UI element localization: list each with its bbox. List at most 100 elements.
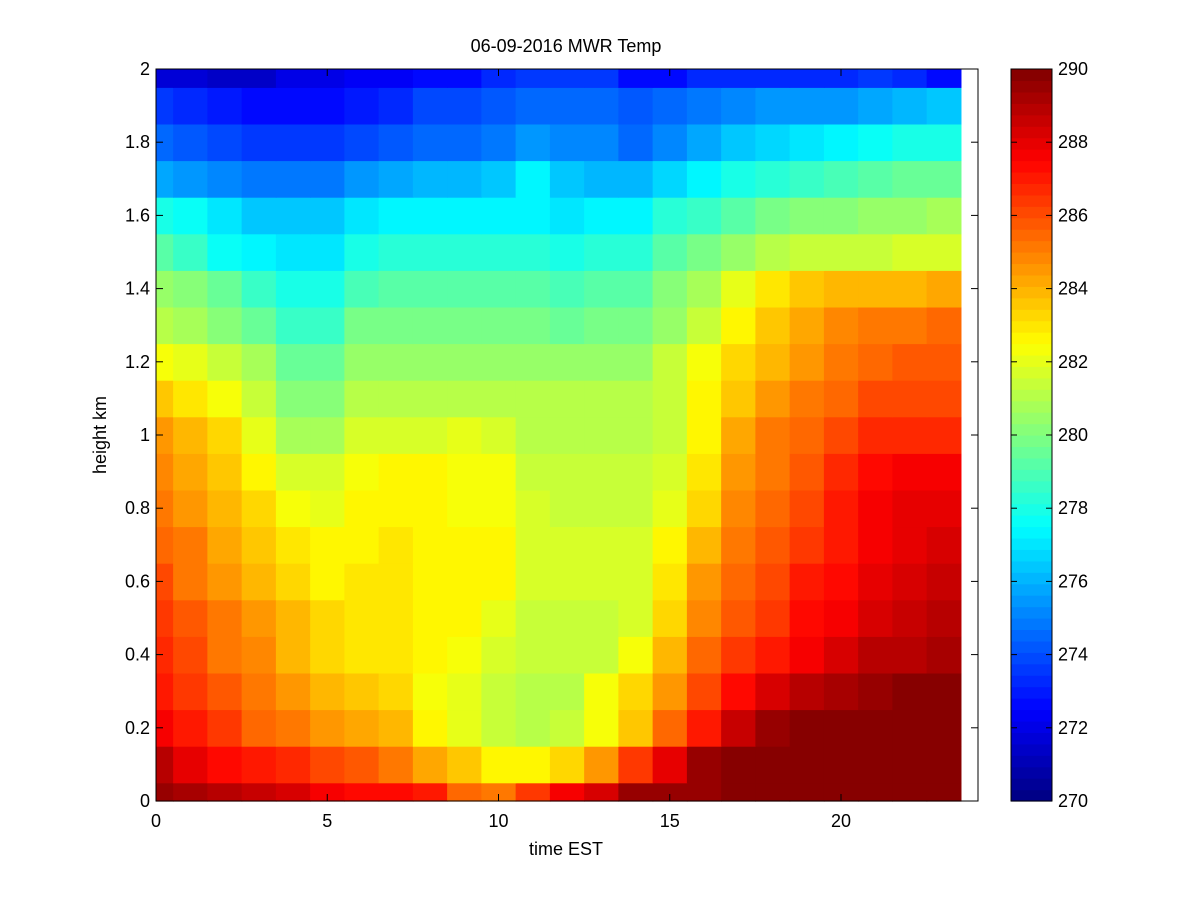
heatmap-cell: [755, 343, 791, 381]
y-tick-label: 0: [140, 791, 150, 811]
colorbar-band: [1011, 503, 1052, 516]
heatmap-cell: [310, 87, 345, 125]
x-axis-ticks: 0 5 10 15 20: [151, 69, 851, 831]
heatmap-cell: [344, 87, 380, 125]
heatmap-cell: [207, 343, 243, 381]
y-tick-label: 0.2: [125, 718, 150, 738]
heatmap-cell: [823, 69, 859, 88]
heatmap-cell: [515, 526, 551, 564]
y-tick-label: 0.6: [125, 571, 150, 591]
heatmap-cell: [156, 636, 174, 674]
colorbar-band: [1011, 435, 1052, 448]
heatmap-cell: [378, 69, 414, 88]
heatmap-cell: [481, 746, 517, 784]
heatmap-cell: [173, 343, 208, 381]
heatmap-cell: [447, 709, 482, 747]
heatmap-cell: [549, 599, 585, 637]
colorbar-band: [1011, 103, 1052, 116]
colorbar-band: [1011, 720, 1052, 733]
heatmap-cell: [447, 489, 482, 528]
colorbar-band: [1011, 80, 1052, 93]
heatmap-cell: [481, 380, 517, 418]
heatmap-cell: [241, 563, 277, 601]
heatmap-cell: [412, 709, 448, 747]
heatmap-cell: [310, 782, 345, 802]
heatmap-cell: [412, 69, 448, 88]
colorbar-band: [1011, 492, 1052, 505]
heatmap-cell: [447, 636, 482, 674]
heatmap-cell: [926, 123, 962, 162]
heatmap-cell: [412, 563, 448, 601]
heatmap-cell: [447, 87, 482, 125]
colorbar-band: [1011, 755, 1052, 768]
colorbar-band: [1011, 366, 1052, 379]
heatmap-cell: [378, 123, 414, 162]
heatmap-cell: [652, 343, 688, 381]
heatmap-cell: [241, 746, 277, 784]
heatmap-cell: [686, 599, 722, 637]
heatmap-cell: [652, 489, 688, 528]
colorbar-band: [1011, 446, 1052, 459]
heatmap-cell: [275, 416, 311, 454]
heatmap-cell: [156, 526, 174, 564]
heatmap-cell: [481, 306, 517, 345]
colorbar-tick-label: 270: [1058, 791, 1088, 811]
heatmap-cell: [481, 270, 517, 308]
heatmap-cell: [241, 636, 277, 674]
heatmap-cell: [789, 87, 825, 125]
heatmap-cell: [378, 416, 414, 454]
heatmap-cell: [207, 636, 243, 674]
y-tick-label: 1.2: [125, 352, 150, 372]
heatmap-cell: [344, 746, 380, 784]
heatmap-cell: [789, 746, 825, 784]
heatmap-cell: [378, 453, 414, 491]
heatmap-cell: [207, 489, 243, 528]
heatmap-cell: [207, 87, 243, 125]
heatmap-cell: [515, 563, 551, 601]
heatmap-cell: [447, 197, 482, 235]
heatmap-cell: [858, 197, 893, 235]
heatmap-cell: [173, 636, 208, 674]
heatmap-cell: [858, 416, 893, 454]
heatmap-cell: [275, 672, 311, 711]
heatmap-cell: [858, 87, 893, 125]
heatmap-cell: [447, 160, 482, 198]
heatmap-cell: [652, 87, 688, 125]
heatmap-cell: [173, 489, 208, 528]
heatmap-cell: [721, 69, 756, 88]
heatmap-cell: [344, 709, 380, 747]
heatmap-cell: [721, 123, 756, 162]
heatmap-cell: [156, 380, 174, 418]
heatmap-cell: [447, 123, 482, 162]
heatmap-cell: [686, 526, 722, 564]
heatmap-cell: [618, 782, 654, 802]
heatmap-cell: [207, 69, 243, 88]
heatmap-cell: [721, 87, 756, 125]
colorbar-band: [1011, 194, 1052, 207]
heatmap-cell: [823, 526, 859, 564]
heatmap-cell: [755, 197, 791, 235]
heatmap-cell: [858, 233, 893, 271]
heatmap-cell: [652, 453, 688, 491]
colorbar-band: [1011, 640, 1052, 653]
heatmap-cell: [926, 306, 962, 345]
heatmap-cell: [515, 87, 551, 125]
colorbar-band: [1011, 686, 1052, 699]
heatmap-cell: [789, 270, 825, 308]
colorbar-band: [1011, 229, 1052, 242]
heatmap-cell: [721, 636, 756, 674]
colorbar-band: [1011, 332, 1052, 345]
heatmap-cell: [378, 599, 414, 637]
heatmap-cell: [412, 306, 448, 345]
heatmap-cell: [207, 526, 243, 564]
heatmap-cell: [549, 87, 585, 125]
heatmap-cell: [173, 87, 208, 125]
heatmap-cell: [412, 270, 448, 308]
heatmap-cell: [344, 233, 380, 271]
heatmap-cell: [652, 782, 688, 802]
heatmap-cell: [584, 69, 619, 88]
colorbar-band: [1011, 526, 1052, 539]
heatmap-cell: [447, 416, 482, 454]
heatmap-cell: [721, 197, 756, 235]
heatmap-cell: [755, 709, 791, 747]
